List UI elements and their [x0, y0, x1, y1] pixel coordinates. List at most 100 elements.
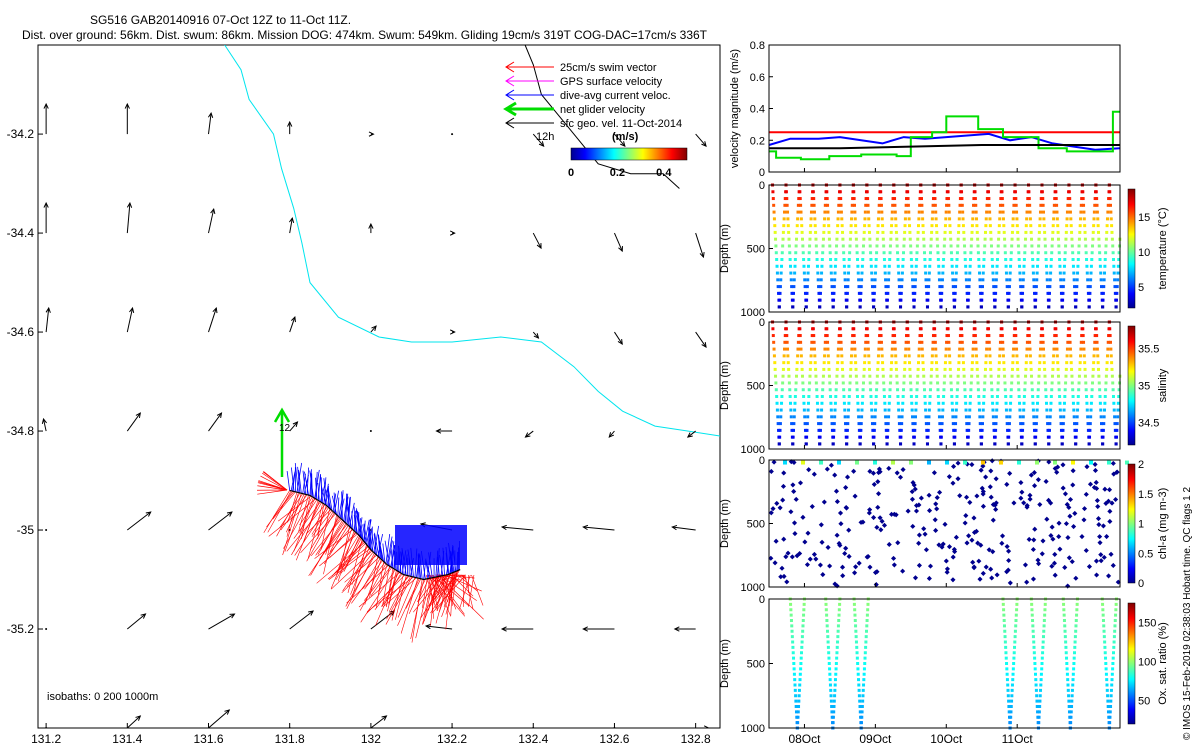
profile-point — [910, 408, 914, 412]
profile-point — [1041, 210, 1045, 214]
profile-point — [968, 401, 972, 405]
profile-point — [1036, 388, 1040, 392]
profile-point — [1101, 435, 1105, 439]
profile-point — [894, 361, 898, 365]
time-tick-label: 11Oct — [1002, 732, 1034, 746]
chl-point — [931, 470, 937, 476]
profile-point — [1048, 278, 1052, 282]
chl-point — [1060, 462, 1066, 468]
profile-point — [1039, 340, 1043, 344]
profile-point — [1079, 354, 1083, 358]
chl-point — [853, 564, 859, 570]
profile-point — [876, 367, 880, 371]
oxygen-point — [1069, 710, 1073, 714]
profile-point — [1069, 217, 1073, 221]
profile-point — [1106, 203, 1110, 207]
profile-point — [775, 264, 779, 268]
profile-point — [1113, 278, 1117, 282]
profile-point — [943, 237, 947, 241]
oxygen-point — [1067, 705, 1071, 708]
profile-point — [975, 367, 979, 371]
profile-point — [1010, 230, 1014, 234]
chl-point — [1083, 491, 1089, 497]
profile-point — [1070, 374, 1074, 378]
profile-point — [912, 442, 916, 446]
panel-y-tick-label: 0.2 — [750, 135, 765, 147]
oxygen-point — [1034, 672, 1037, 676]
panel-y-tick-label: 500 — [747, 244, 765, 256]
geo-vector-head — [699, 252, 705, 259]
profile-point — [839, 203, 843, 207]
profile-point — [922, 381, 926, 385]
oxygen-point — [1110, 672, 1114, 676]
profile-point — [826, 354, 830, 358]
profile-point — [788, 258, 792, 262]
chl-point — [800, 514, 806, 520]
profile-point — [1015, 217, 1019, 221]
chl-point — [993, 506, 999, 513]
profile-point — [1086, 285, 1090, 289]
profile-point — [792, 428, 796, 432]
profile-point — [1083, 374, 1087, 378]
chl-point — [843, 504, 849, 511]
oxygen-point — [1006, 694, 1010, 698]
profile-point — [1003, 244, 1007, 248]
profile-point — [803, 415, 807, 419]
profile-point — [1085, 401, 1089, 405]
profile-point — [882, 251, 886, 255]
panel-colorbar-label: chl-a (mg m-3) — [1157, 488, 1169, 560]
oxygen-point — [791, 651, 795, 655]
chl-point — [1098, 558, 1104, 564]
chl-point — [867, 564, 873, 570]
profile-point — [1077, 374, 1081, 378]
profile-point — [787, 374, 791, 378]
profile-point — [1056, 237, 1060, 241]
profile-point — [839, 210, 843, 214]
chl-point — [797, 550, 803, 557]
chl-point — [933, 501, 939, 507]
profile-point — [1088, 298, 1092, 302]
profile-point — [978, 278, 982, 282]
profile-point — [802, 271, 806, 275]
oxygen-point — [828, 678, 832, 682]
profile-point — [779, 415, 783, 419]
profile-point — [1047, 291, 1051, 295]
oxygen-point — [855, 645, 859, 649]
profile-point — [1075, 285, 1079, 289]
profile-point — [947, 347, 951, 351]
profile-point — [1085, 258, 1089, 262]
profile-point — [857, 415, 861, 419]
profile-point — [772, 340, 776, 344]
geo-vector-head — [308, 610, 315, 616]
geo-vector-head — [45, 306, 51, 313]
profile-point — [821, 237, 825, 241]
profile-point — [1007, 428, 1011, 432]
chl-point — [851, 468, 857, 474]
profile-point — [839, 334, 843, 338]
swim-vector — [397, 577, 416, 618]
profile-point — [934, 347, 938, 351]
profile-point — [904, 203, 908, 207]
profile-point — [956, 237, 960, 241]
dac-vector — [323, 478, 328, 507]
swim-vector — [461, 574, 467, 580]
profile-point — [879, 203, 883, 207]
swim-vector — [413, 575, 444, 613]
dac-vector — [321, 486, 327, 506]
oxygen-point — [1067, 699, 1071, 703]
dac-vector — [286, 470, 291, 491]
profile-point — [1014, 203, 1018, 207]
profile-point — [936, 244, 940, 248]
profile-point — [893, 197, 897, 201]
oxygen-point — [1007, 699, 1011, 703]
profile-point — [802, 258, 806, 262]
profile-point — [982, 395, 986, 399]
chl-point — [1056, 534, 1062, 540]
profile-point — [1044, 401, 1048, 405]
chl-point — [1111, 471, 1117, 477]
map-x-tick-label: 132.2 — [437, 732, 467, 746]
profile-point — [850, 354, 854, 358]
profile-point — [928, 388, 932, 392]
geo-vector — [368, 222, 374, 234]
oxygen-point — [1003, 640, 1007, 644]
